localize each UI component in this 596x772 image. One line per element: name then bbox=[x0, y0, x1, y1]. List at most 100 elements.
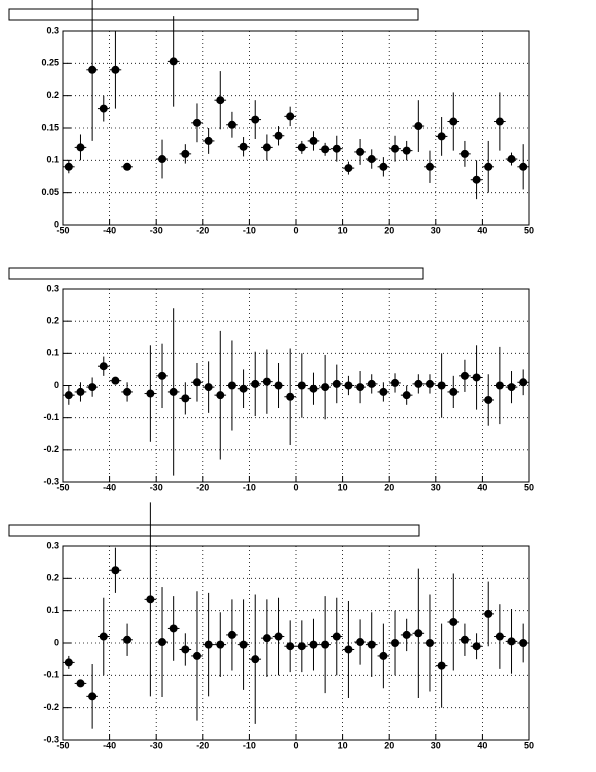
point bbox=[216, 640, 225, 649]
point bbox=[472, 175, 481, 184]
y-tick-label: 0 bbox=[54, 219, 59, 229]
point bbox=[519, 162, 528, 171]
point bbox=[356, 147, 365, 156]
point bbox=[286, 112, 295, 121]
point bbox=[146, 595, 155, 604]
point bbox=[402, 146, 411, 155]
point bbox=[204, 640, 213, 649]
point bbox=[309, 384, 318, 393]
point bbox=[379, 651, 388, 660]
point bbox=[332, 379, 341, 388]
point bbox=[274, 381, 283, 390]
point bbox=[495, 632, 504, 641]
y-tick-label: 0.05 bbox=[41, 187, 59, 197]
y-tick-label: 0.2 bbox=[46, 573, 59, 583]
point bbox=[227, 630, 236, 639]
point bbox=[169, 624, 178, 633]
point bbox=[484, 395, 493, 404]
point bbox=[484, 609, 493, 618]
point bbox=[449, 117, 458, 126]
x-tick-label: 10 bbox=[338, 482, 348, 492]
x-tick-label: -20 bbox=[196, 482, 209, 492]
point bbox=[88, 692, 97, 701]
point bbox=[251, 379, 260, 388]
point bbox=[146, 389, 155, 398]
x-tick-label: -50 bbox=[56, 482, 69, 492]
x-tick-label: -40 bbox=[103, 225, 116, 235]
point bbox=[262, 634, 271, 643]
point bbox=[239, 142, 248, 151]
x-tick-label: 20 bbox=[384, 740, 394, 750]
x-tick-label: 30 bbox=[431, 740, 441, 750]
x-tick-label: -30 bbox=[150, 482, 163, 492]
x-tick-label: 40 bbox=[477, 482, 487, 492]
point bbox=[379, 387, 388, 396]
point bbox=[472, 642, 481, 651]
x-tick-label: 0 bbox=[293, 482, 298, 492]
point bbox=[181, 149, 190, 158]
point bbox=[344, 645, 353, 654]
y-tick-label: -0.2 bbox=[43, 444, 59, 454]
title-box bbox=[8, 524, 420, 537]
point bbox=[332, 144, 341, 153]
point bbox=[158, 155, 167, 164]
point bbox=[425, 639, 434, 647]
y-tick-label: 0.1 bbox=[46, 348, 59, 358]
point bbox=[216, 96, 225, 105]
point bbox=[309, 136, 318, 145]
x-tick-label: -10 bbox=[243, 482, 256, 492]
y-tick-label: 0 bbox=[54, 380, 59, 390]
x-tick-label: -30 bbox=[150, 225, 163, 235]
point bbox=[460, 635, 469, 644]
x-tick-label: 40 bbox=[477, 740, 487, 750]
point bbox=[227, 381, 236, 390]
point bbox=[99, 632, 108, 641]
y-tick-label: 0 bbox=[54, 637, 59, 647]
x-tick-label: -20 bbox=[196, 225, 209, 235]
point bbox=[507, 637, 516, 646]
point bbox=[88, 383, 97, 392]
point bbox=[449, 617, 458, 626]
title-box bbox=[8, 8, 419, 21]
point bbox=[391, 144, 400, 153]
x-tick-label: 30 bbox=[431, 482, 441, 492]
x-tick-label: -10 bbox=[243, 225, 256, 235]
point bbox=[391, 639, 400, 647]
point bbox=[297, 143, 306, 152]
point bbox=[391, 378, 400, 387]
point bbox=[204, 136, 213, 145]
point bbox=[414, 629, 423, 638]
y-tick-label: 0.1 bbox=[46, 155, 59, 165]
x-tick-label: -40 bbox=[103, 482, 116, 492]
point bbox=[111, 376, 120, 385]
point bbox=[204, 383, 213, 392]
point bbox=[519, 378, 528, 387]
point bbox=[414, 379, 423, 388]
y-tick-label: -0.2 bbox=[43, 702, 59, 712]
y-tick-label: 0.2 bbox=[46, 316, 59, 326]
point bbox=[262, 143, 271, 152]
point bbox=[460, 371, 469, 380]
point bbox=[286, 642, 295, 651]
point bbox=[437, 661, 446, 670]
title-box bbox=[8, 267, 424, 280]
point bbox=[123, 387, 132, 396]
x-tick-label: 20 bbox=[384, 482, 394, 492]
point bbox=[495, 117, 504, 126]
point bbox=[437, 132, 446, 141]
point bbox=[123, 162, 132, 171]
y-tick-label: 0.3 bbox=[46, 283, 59, 293]
point bbox=[64, 391, 73, 400]
point bbox=[181, 645, 190, 654]
point bbox=[76, 143, 85, 152]
point bbox=[344, 164, 353, 173]
point bbox=[356, 383, 365, 392]
x-tick-label: 0 bbox=[293, 225, 298, 235]
point bbox=[99, 104, 108, 113]
x-tick-label: -20 bbox=[196, 740, 209, 750]
point bbox=[286, 392, 295, 401]
point bbox=[239, 640, 248, 649]
y-tick-label: 0.3 bbox=[46, 540, 59, 550]
